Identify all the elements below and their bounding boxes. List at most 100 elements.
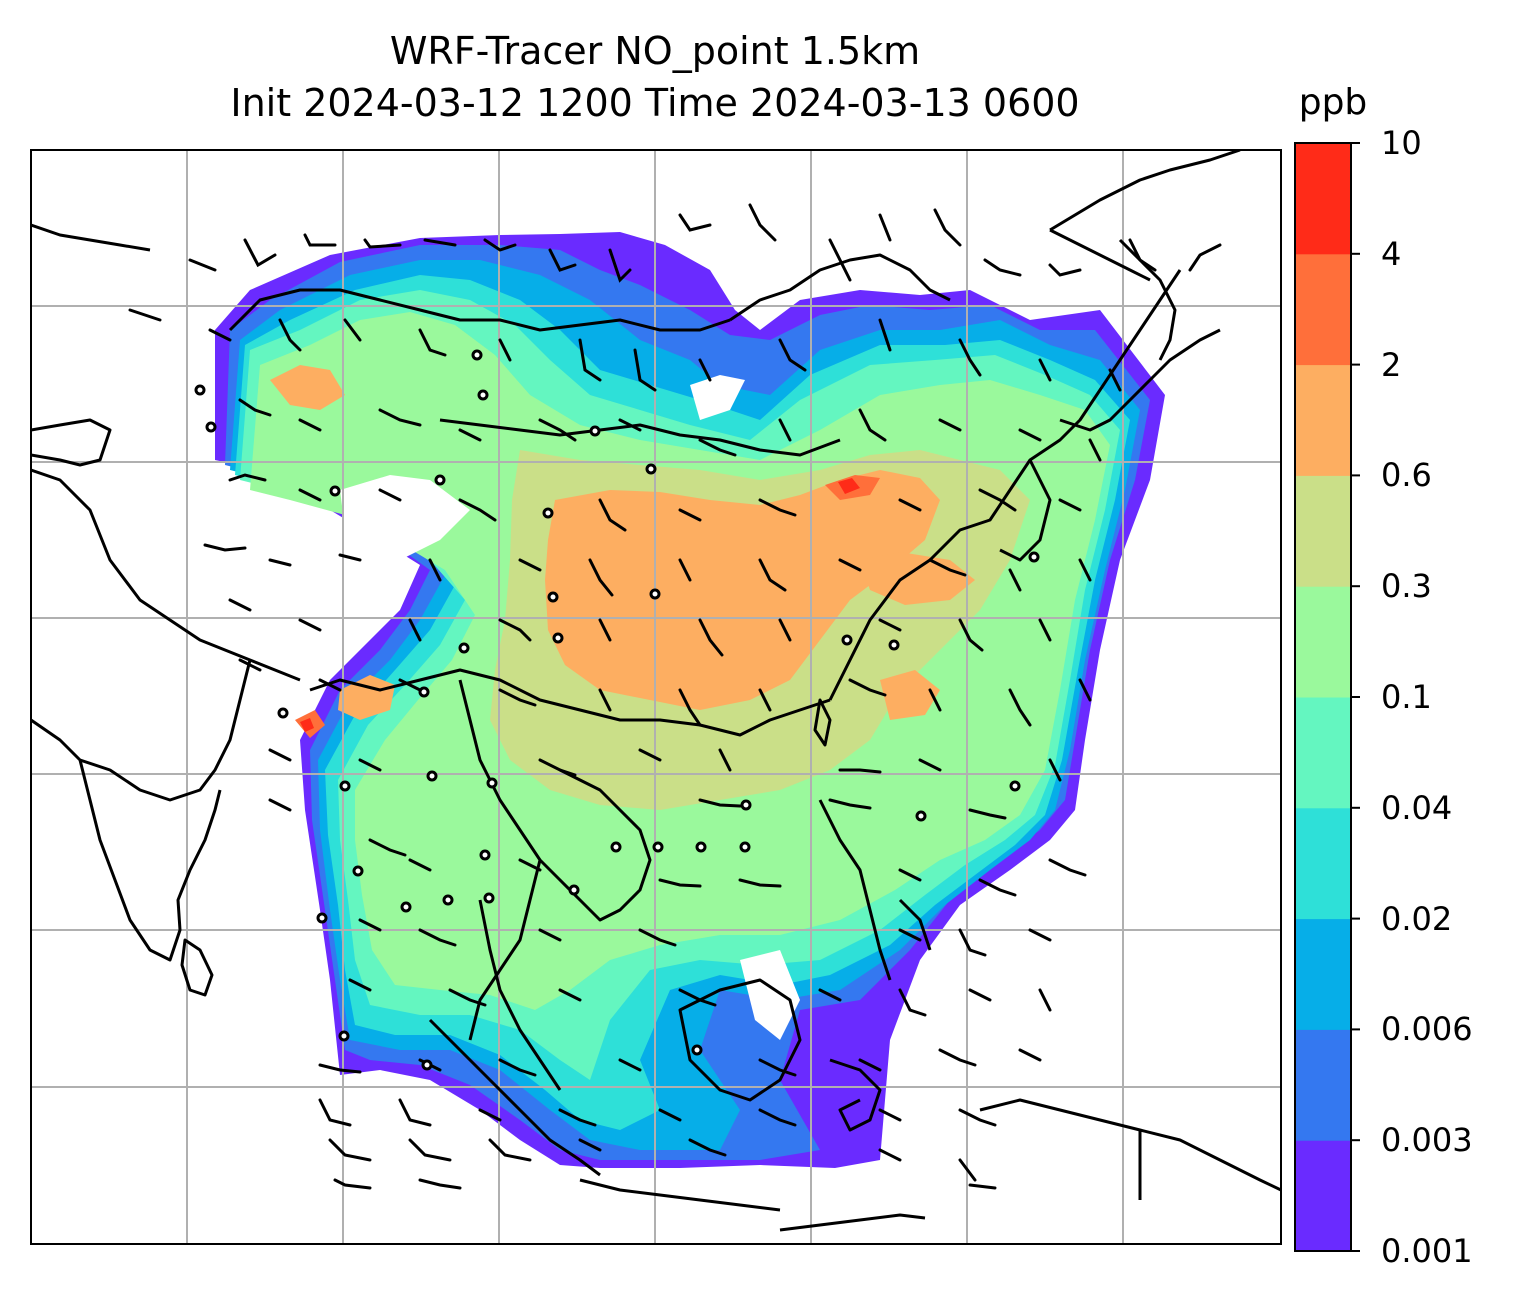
wind-barb: [658, 1108, 682, 1122]
wind-barbs: [128, 203, 1222, 1190]
wind-barb: [738, 878, 782, 888]
wind-barb: [268, 798, 292, 812]
calm-marker: [740, 799, 752, 811]
wind-barb: [368, 838, 407, 857]
wind-barb: [778, 338, 807, 372]
colorbar-tick-label: 0.1: [1381, 678, 1432, 716]
wind-barb: [418, 1178, 462, 1190]
calm-marker: [316, 912, 328, 924]
colorbar-segment: [1295, 253, 1351, 366]
wind-barb: [598, 688, 612, 712]
no-data-gap-c: [740, 950, 800, 1040]
calm-marker: [915, 810, 927, 822]
wind-barb: [758, 1058, 797, 1077]
colorbar-segment: [1295, 918, 1351, 1030]
wind-barb: [498, 618, 532, 642]
wind-barb: [228, 473, 267, 482]
wind-barb: [228, 598, 252, 612]
tracer-level-0.6-b: [860, 552, 975, 605]
wind-barb: [778, 618, 792, 642]
wind-barb: [458, 498, 497, 522]
chart-title-line2: Init 2024-03-12 1200 Time 2024-03-13 060…: [230, 81, 1080, 125]
wind-barb: [598, 498, 627, 532]
wind-barb: [978, 488, 1017, 512]
wind-barb: [243, 238, 277, 268]
wind-barb: [1188, 243, 1222, 272]
wind-barb: [758, 688, 772, 712]
colorbar-tick-label: 0.006: [1381, 1010, 1473, 1049]
wind-barb: [418, 328, 447, 357]
calm-marker: [542, 507, 554, 519]
colorbar: [1295, 143, 1351, 1252]
wind-barb: [938, 1048, 977, 1067]
no-data-gap-a: [340, 475, 470, 590]
map-frame: [30, 149, 1282, 1245]
calm-marker: [695, 841, 707, 853]
calm-marker: [339, 780, 351, 792]
wind-barb: [238, 398, 272, 417]
wind-barb: [878, 318, 892, 352]
wind-barb: [358, 758, 382, 772]
calm-marker: [205, 421, 217, 433]
wind-barb: [1018, 1048, 1042, 1062]
wind-barb: [968, 808, 1007, 820]
wind-barb: [858, 408, 887, 442]
wind-barb: [1038, 988, 1052, 1012]
wind-barb: [978, 878, 1017, 897]
no-data-gap-b: [690, 375, 745, 420]
calm-marker: [888, 639, 900, 651]
russia-arc: [1049, 228, 1151, 282]
wind-barb: [688, 1138, 727, 1157]
wind-barb: [958, 1108, 997, 1127]
wind-barb: [718, 748, 732, 772]
wind-barb: [958, 618, 984, 652]
malay-peninsula: [478, 899, 562, 1091]
wind-barb: [958, 1158, 977, 1182]
wind-barb: [928, 688, 942, 712]
wind-barb: [1078, 678, 1092, 702]
calm-marker: [338, 1030, 350, 1042]
wind-barb: [578, 1138, 602, 1152]
calm-marker: [1028, 551, 1040, 563]
colorbar-segment: [1295, 697, 1351, 809]
colorbar-segment: [1295, 1140, 1351, 1252]
wind-barb: [348, 978, 372, 992]
colorbar-segment: [1295, 364, 1351, 476]
korea-japan: [999, 328, 1221, 562]
wind-barb: [578, 338, 602, 382]
colorbar-segment: [1295, 143, 1351, 255]
timor: [779, 1213, 926, 1232]
calm-marker: [477, 389, 489, 401]
borneo: [678, 978, 802, 1102]
wind-barb: [518, 858, 542, 872]
colorbar-segment: [1295, 807, 1351, 920]
gridlines: [31, 150, 1281, 1244]
calm-marker: [426, 770, 438, 782]
calm-marker: [645, 463, 657, 475]
wind-barb: [878, 1108, 902, 1122]
wind-barb: [298, 488, 322, 502]
calm-marker: [739, 841, 751, 853]
colorbar-tick-label: 4: [1381, 234, 1402, 273]
wind-barb: [1018, 428, 1042, 442]
wind-barb: [358, 918, 382, 932]
calm-marker: [552, 632, 564, 644]
wind-barb: [778, 418, 792, 442]
wind-barb: [878, 213, 892, 242]
wind-barb: [188, 258, 217, 272]
calm-marker: [568, 884, 580, 896]
wind-barb: [818, 988, 842, 1002]
china-east-coast: [828, 269, 1182, 701]
calm-marker: [691, 1044, 703, 1056]
wind-barb: [678, 558, 692, 582]
wind-barb: [608, 248, 632, 283]
calm-marker: [471, 349, 483, 361]
wind-barb: [268, 558, 292, 567]
colorbar-tick-label: 10: [1381, 124, 1422, 162]
sri-lanka: [180, 938, 214, 997]
wind-barb: [968, 1183, 997, 1190]
wind-barb: [828, 238, 852, 282]
colorbar-tick-label: 0.02: [1381, 899, 1453, 938]
wind-barb: [758, 558, 787, 592]
wind-barb: [558, 988, 582, 1002]
